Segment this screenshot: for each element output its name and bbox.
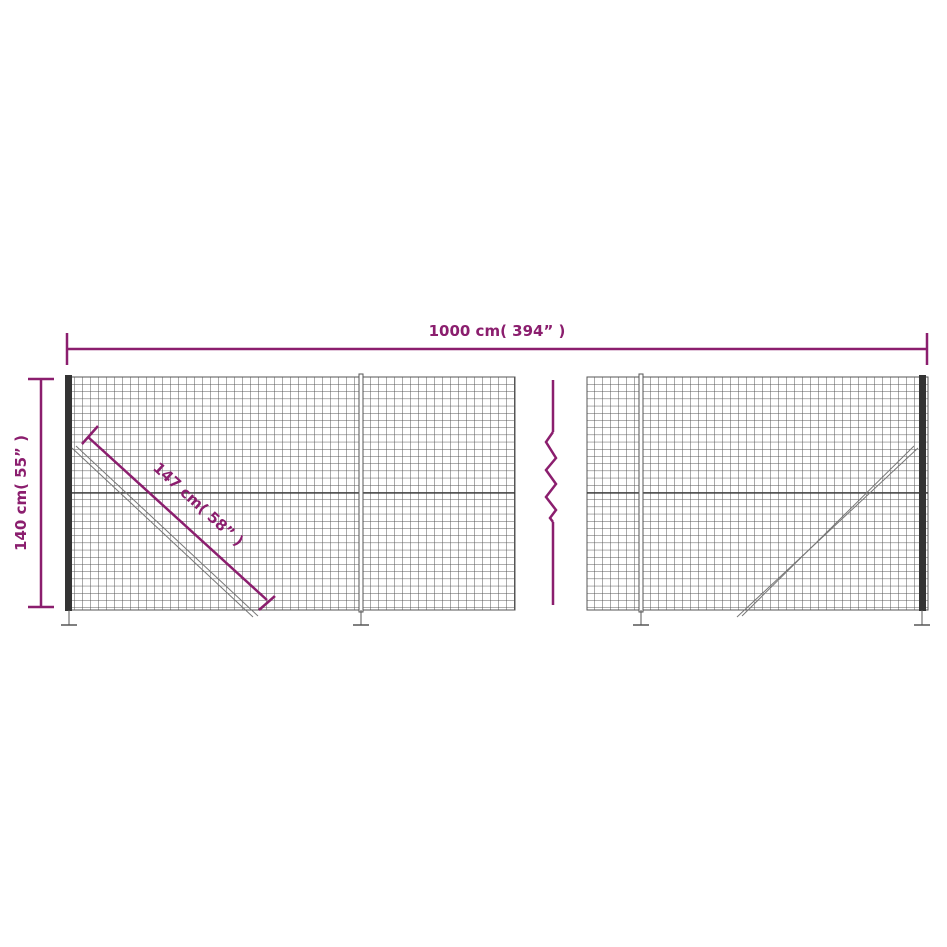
height-dimension [28, 377, 54, 609]
post-middle-right [638, 373, 644, 613]
length-dimension [65, 333, 929, 365]
diagonal-brace-right [736, 445, 919, 618]
break-symbol [544, 380, 558, 605]
height-label: 140 cm( 55” ) [12, 435, 30, 551]
diagonal-brace-left [71, 445, 259, 618]
fence-panel-left [61, 373, 516, 626]
post-middle [358, 373, 364, 613]
end-post-right [919, 375, 926, 611]
end-post-left [65, 375, 72, 611]
length-label: 1000 cm( 394” ) [429, 322, 566, 340]
diagonal-dimension [81, 425, 276, 611]
fence-panel-right [586, 373, 930, 626]
